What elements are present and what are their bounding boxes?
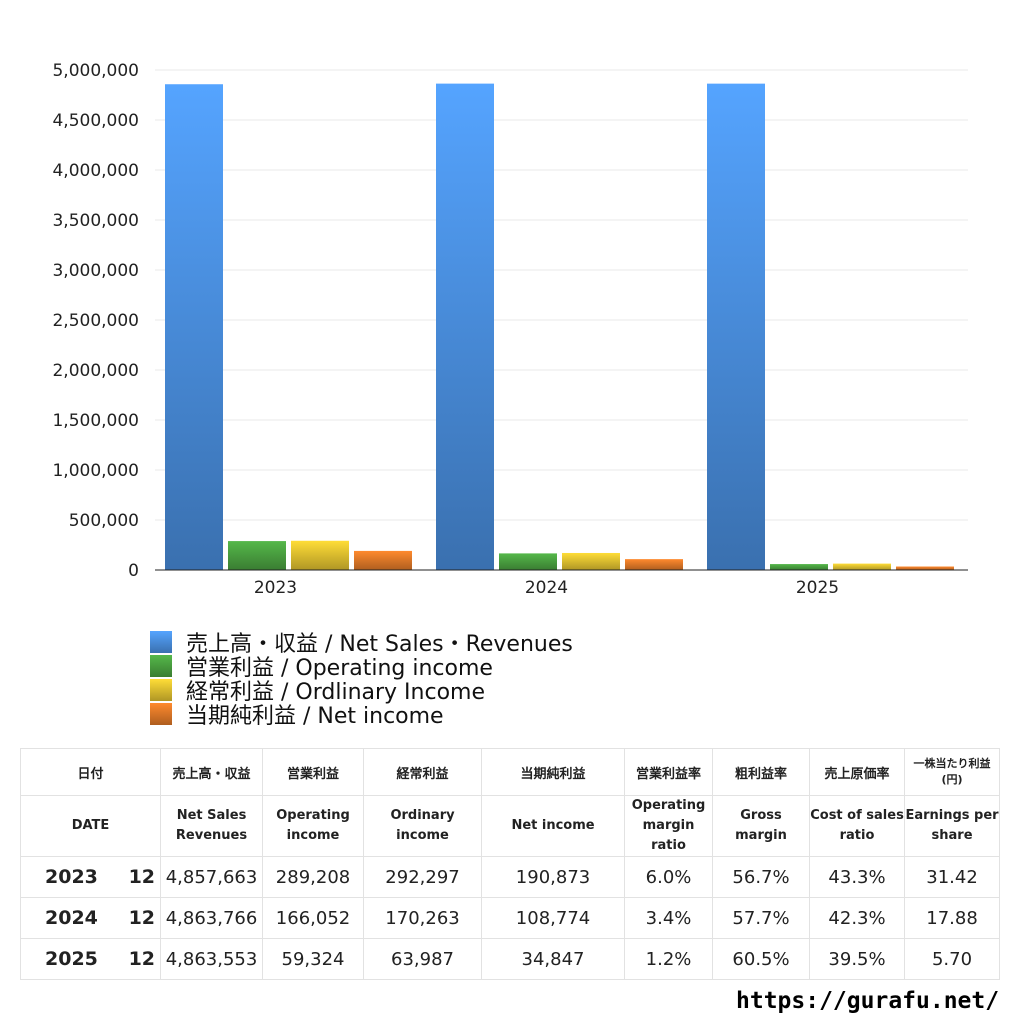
header-ordinary-en: Ordinary income <box>363 795 483 857</box>
row-month: 12 <box>120 938 162 980</box>
row-operating: 59,324 <box>262 938 365 980</box>
row-net: 108,774 <box>481 897 626 939</box>
x-tick-label: 2025 <box>796 578 839 598</box>
y-tick-label: 500,000 <box>69 511 139 531</box>
bar-0-2023 <box>165 84 223 570</box>
bar-0-2025 <box>707 83 765 570</box>
row-eps: 31.42 <box>904 856 1001 898</box>
y-tick-label: 5,000,000 <box>52 61 139 81</box>
bar-2-2024 <box>562 552 620 570</box>
y-tick-label: 2,000,000 <box>52 361 139 381</box>
table-row: 2024 12 4,863,766 166,052 170,263 108,77… <box>20 897 1001 939</box>
legend-label: 当期純利益 / Net income <box>186 704 444 729</box>
y-tick-label: 1,500,000 <box>52 411 139 431</box>
table-row: 2023 12 4,857,663 289,208 292,297 190,87… <box>20 856 1001 898</box>
bar-chart: 0 500,000 1,000,000 1,500,000 2,000,000 2,500… <box>52 61 968 598</box>
bar-3-2023 <box>354 550 412 570</box>
header-sales-ja: 売上高・収益 <box>160 748 264 796</box>
row-gross-margin: 56.7% <box>712 856 811 898</box>
row-operating: 289,208 <box>262 856 365 898</box>
row-sales: 4,863,766 <box>160 897 264 939</box>
bar-2-2025 <box>833 563 891 570</box>
header-gross-margin-en: Gross margin <box>712 795 811 857</box>
row-year: 2025 <box>20 938 121 980</box>
row-op-margin: 3.4% <box>624 897 714 939</box>
legend-swatch <box>150 679 172 701</box>
row-ordinary: 292,297 <box>363 856 483 898</box>
row-year: 2023 <box>20 856 121 898</box>
bar-1-2024 <box>499 553 557 570</box>
legend-swatch <box>150 631 172 653</box>
row-month: 12 <box>120 856 162 898</box>
row-cost-ratio: 43.3% <box>809 856 906 898</box>
row-eps: 5.70 <box>904 938 1001 980</box>
row-cost-ratio: 39.5% <box>809 938 906 980</box>
y-tick-label: 3,500,000 <box>52 211 139 231</box>
legend-label: 経常利益 / Ordlinary Income <box>186 680 485 705</box>
row-cost-ratio: 42.3% <box>809 897 906 939</box>
header-ordinary-ja: 経常利益 <box>363 748 483 796</box>
row-ordinary: 63,987 <box>363 938 483 980</box>
header-op-margin-en: Operating margin ratio <box>624 795 714 857</box>
row-operating: 166,052 <box>262 897 365 939</box>
header-eps-en: Earnings per share <box>904 795 1001 857</box>
row-op-margin: 6.0% <box>624 856 714 898</box>
y-tick-label: 2,500,000 <box>52 311 139 331</box>
row-sales: 4,863,553 <box>160 938 264 980</box>
row-eps: 17.88 <box>904 897 1001 939</box>
y-tick-label: 3,000,000 <box>52 261 139 281</box>
bar-3-2025 <box>896 566 954 570</box>
header-cost-ratio-en: Cost of sales ratio <box>809 795 906 857</box>
bar-0-2024 <box>436 83 494 570</box>
header-op-margin-ja: 営業利益率 <box>624 748 714 796</box>
financial-table: 日付 売上高・収益 営業利益 経常利益 当期純利益 営業利益率 粗利益率 売上原… <box>19 748 1001 980</box>
x-tick-label: 2023 <box>254 578 297 598</box>
legend-item-ordinary-income: 経常利益 / Ordlinary Income <box>150 678 573 705</box>
legend-label: 営業利益 / Operating income <box>186 656 493 681</box>
header-date-en: DATE <box>19 795 162 857</box>
bar-2-2023 <box>291 540 349 570</box>
row-net: 190,873 <box>481 856 626 898</box>
header-gross-margin-ja: 粗利益率 <box>712 748 811 796</box>
row-month: 12 <box>120 897 162 939</box>
bars <box>165 83 954 570</box>
legend-label: 売上高・収益 / Net Sales・Revenues <box>186 632 573 657</box>
legend-swatch <box>150 655 172 677</box>
legend-item-operating-income: 営業利益 / Operating income <box>150 654 573 681</box>
header-net-en: Net income <box>481 795 626 857</box>
x-axis-tick-labels: 2023 2024 2025 <box>254 578 839 598</box>
header-eps-ja: 一株当たり利益(円) <box>904 748 1001 796</box>
legend-item-net-income: 当期純利益 / Net income <box>150 702 573 729</box>
header-operating-ja: 営業利益 <box>262 748 365 796</box>
site-url[interactable]: https://gurafu.net/ <box>736 988 1000 1014</box>
y-tick-label: 4,500,000 <box>52 111 139 131</box>
grid-lines <box>155 69 968 521</box>
row-ordinary: 170,263 <box>363 897 483 939</box>
y-axis-tick-labels: 0 500,000 1,000,000 1,500,000 2,000,000 2,500… <box>52 61 139 581</box>
legend-item-net-sales: 売上高・収益 / Net Sales・Revenues <box>150 630 573 657</box>
table-header-en: DATE Net Sales Revenues Operating income… <box>19 795 1001 857</box>
header-cost-ratio-ja: 売上原価率 <box>809 748 906 796</box>
bar-3-2024 <box>625 559 683 570</box>
row-gross-margin: 57.7% <box>712 897 811 939</box>
legend: 売上高・収益 / Net Sales・Revenues 営業利益 / Opera… <box>150 630 573 729</box>
header-net-ja: 当期純利益 <box>481 748 626 796</box>
legend-swatch <box>150 703 172 725</box>
header-operating-en: Operating income <box>262 795 365 857</box>
row-sales: 4,857,663 <box>160 856 264 898</box>
x-tick-label: 2024 <box>525 578 568 598</box>
header-date-ja: 日付 <box>19 748 162 796</box>
table-header-ja: 日付 売上高・収益 営業利益 経常利益 当期純利益 営業利益率 粗利益率 売上原… <box>19 748 1001 796</box>
row-year: 2024 <box>20 897 121 939</box>
bar-1-2025 <box>770 564 828 570</box>
y-tick-label: 1,000,000 <box>52 461 139 481</box>
y-tick-label: 4,000,000 <box>52 161 139 181</box>
row-gross-margin: 60.5% <box>712 938 811 980</box>
y-tick-label: 0 <box>128 561 139 581</box>
header-sales-en: Net Sales Revenues <box>160 795 264 857</box>
table-row: 2025 12 4,863,553 59,324 63,987 34,847 1… <box>20 938 1001 980</box>
row-op-margin: 1.2% <box>624 938 714 980</box>
bar-1-2023 <box>228 541 286 570</box>
row-net: 34,847 <box>481 938 626 980</box>
